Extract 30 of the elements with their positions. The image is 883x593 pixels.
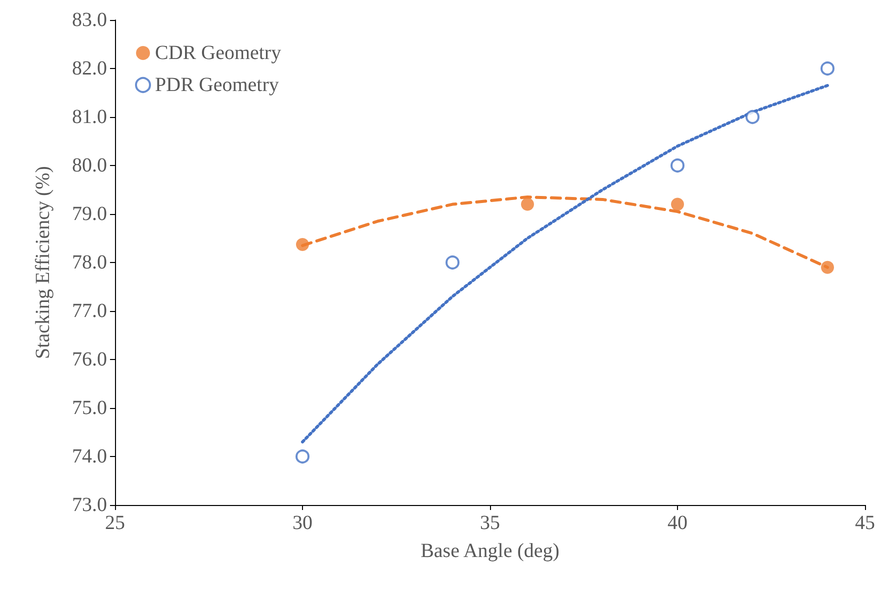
x-tick-label: 40 <box>668 512 688 534</box>
legend-label: CDR Geometry <box>155 42 282 64</box>
point <box>670 158 684 172</box>
point <box>671 198 684 211</box>
y-tick-label: 79.0 <box>72 203 107 225</box>
point <box>521 198 534 211</box>
point <box>296 238 309 252</box>
x-tick-label: 30 <box>292 512 312 534</box>
y-tick-label: 80.0 <box>72 154 107 176</box>
point <box>820 62 834 76</box>
x-tick-label: 35 <box>480 512 500 534</box>
x-axis-title: Base Angle (deg) <box>420 540 560 562</box>
y-tick-label: 77.0 <box>72 300 107 322</box>
point <box>746 110 760 124</box>
y-axis-title: Stacking Efficiency (%) <box>32 166 54 359</box>
y-tick-label: 83.0 <box>72 9 107 31</box>
point <box>821 260 834 274</box>
line-series <box>301 84 829 444</box>
x-tick-label: 45 <box>855 512 875 534</box>
x-tick-label: 25 <box>105 512 125 534</box>
y-tick-label: 76.0 <box>72 348 107 370</box>
point <box>446 256 460 270</box>
y-tick-label: 74.0 <box>72 446 107 468</box>
y-tick-label: 78.0 <box>72 252 107 274</box>
legend-label: PDR Geometry <box>155 74 279 96</box>
y-tick-label: 75.0 <box>72 397 107 419</box>
y-tick-label: 82.0 <box>72 58 107 80</box>
point <box>296 450 310 464</box>
y-tick-label: 73.0 <box>72 494 107 516</box>
y-tick-label: 81.0 <box>72 106 107 128</box>
